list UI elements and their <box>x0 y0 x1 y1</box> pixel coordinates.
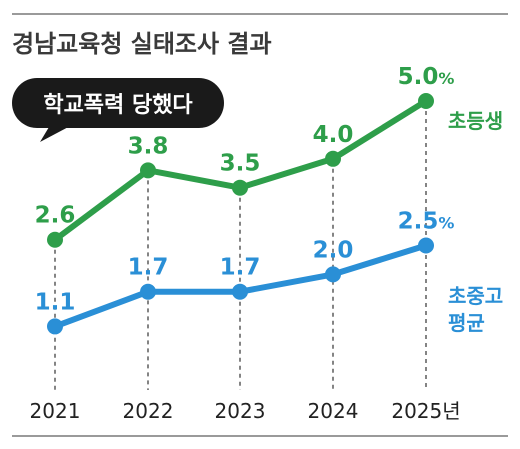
data-point <box>325 150 341 167</box>
bubble-label: 학교폭력 당했다 <box>43 93 193 118</box>
series-layer <box>47 93 434 335</box>
data-label: 2.0 <box>313 237 354 263</box>
data-point <box>232 179 248 196</box>
series-name-average: 초중고 <box>448 284 503 308</box>
data-label: 1.7 <box>128 255 169 281</box>
x-tick-label: 2022 <box>123 399 174 423</box>
data-point <box>418 237 434 254</box>
data-point <box>140 162 156 179</box>
data-point <box>47 231 63 248</box>
data-point <box>232 283 248 300</box>
data-label: 2.5% <box>398 209 455 235</box>
x-tick-label: 2025년 <box>391 399 460 423</box>
value-labels: 2.6 3.8 3.5 4.0 5.0% 1.1 1.7 1.7 2.0 2.5% <box>35 64 455 315</box>
x-tick-label: 2021 <box>30 399 81 423</box>
data-label: 1.1 <box>35 289 76 315</box>
speech-bubble: 학교폭력 당했다 <box>12 78 224 142</box>
data-point <box>418 93 434 109</box>
data-label: 2.6 <box>35 203 76 229</box>
x-tick-label: 2024 <box>308 399 359 423</box>
data-label: 3.8 <box>128 133 169 159</box>
data-label: 1.7 <box>220 255 261 281</box>
series-name-average: 평균 <box>448 311 485 335</box>
data-label: 5.0% <box>398 64 455 90</box>
data-point <box>140 283 156 300</box>
data-point <box>47 318 63 335</box>
series-name-elementary: 초등생 <box>448 109 503 133</box>
data-label: 3.5 <box>220 151 261 177</box>
chart-title: 경남교육청 실태조사 결과 <box>12 30 272 58</box>
x-axis-ticks: 2021 2022 2023 2024 2025년 <box>30 399 461 423</box>
x-tick-label: 2023 <box>215 399 266 423</box>
data-point <box>325 266 341 283</box>
data-label: 4.0 <box>313 122 354 148</box>
